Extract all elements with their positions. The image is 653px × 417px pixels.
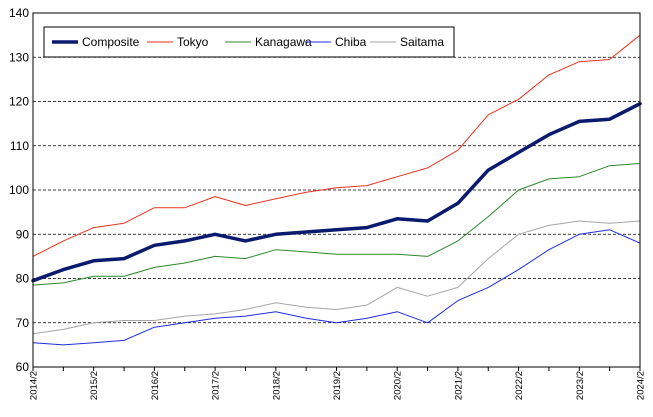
x-tick-label: 2018/2 xyxy=(271,371,282,400)
legend-label-chiba: Chiba xyxy=(335,35,367,49)
y-tick-label: 140 xyxy=(9,6,29,20)
y-tick-label: 80 xyxy=(16,272,30,286)
y-tick-label: 90 xyxy=(16,227,30,241)
y-axis-ticks: 60 70 80 90 100 110 120 130 140 xyxy=(9,6,29,374)
y-tick-label: 70 xyxy=(16,316,30,330)
plot-frame xyxy=(32,12,641,368)
y-tick-label: 130 xyxy=(9,50,29,64)
x-tick-label: 2021/2 xyxy=(453,371,464,400)
y-tick-label: 60 xyxy=(16,360,30,374)
x-axis-ticks: 2014/2 2015/2 2016/2 2017/2 2018/2 2019/2 2020… xyxy=(29,367,647,400)
series-line-kanagawa xyxy=(32,163,641,286)
legend-label-saitama: Saitama xyxy=(400,35,444,49)
x-tick-label: 2022/2 xyxy=(514,371,525,400)
legend: Composite Tokyo Kanagawa Chiba Saitama xyxy=(43,26,455,58)
x-tick-label: 2016/2 xyxy=(150,371,161,400)
y-tick-label: 100 xyxy=(9,183,29,197)
legend-label-composite: Composite xyxy=(82,35,140,49)
y-tick-label: 110 xyxy=(10,139,29,153)
series-line-composite xyxy=(31,101,642,283)
x-tick-label: 2020/2 xyxy=(393,371,404,400)
gridlines xyxy=(33,56,640,324)
series-lines xyxy=(31,34,642,346)
series-line-tokyo xyxy=(32,34,641,257)
series-line-saitama xyxy=(32,220,641,335)
legend-label-tokyo: Tokyo xyxy=(177,35,209,49)
x-tick-label: 2015/2 xyxy=(89,371,100,400)
legend-label-kanagawa: Kanagawa xyxy=(255,35,312,49)
x-tick-label: 2017/2 xyxy=(211,371,222,400)
x-tick-label: 2023/2 xyxy=(575,371,586,400)
x-tick-label: 2014/2 xyxy=(29,371,40,400)
series-line-chiba xyxy=(32,229,641,346)
y-tick-label: 120 xyxy=(9,95,29,109)
x-tick-label: 2019/2 xyxy=(332,371,343,400)
x-tick-label: 2024/2 xyxy=(636,371,647,400)
